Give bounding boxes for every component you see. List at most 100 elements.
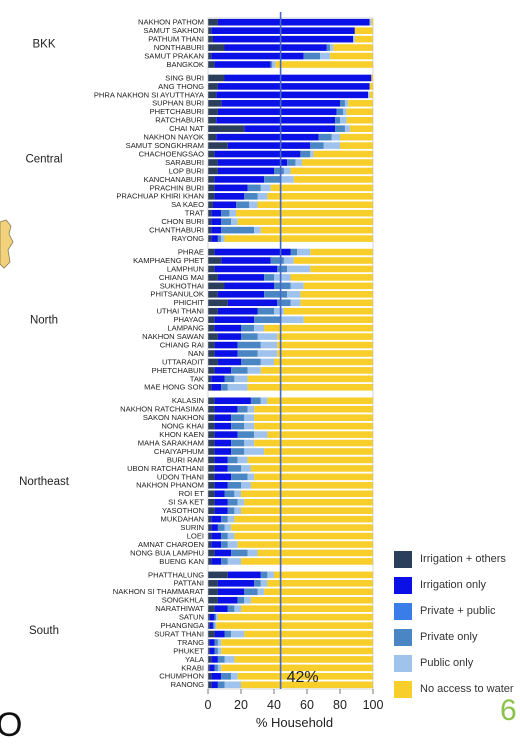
bar-segment [227, 605, 235, 612]
province-label: SAKON NAKHON [143, 413, 204, 422]
bar-segment [221, 226, 255, 234]
bar-segment [241, 558, 373, 565]
bar-segment [264, 274, 274, 281]
bar-segment [236, 201, 250, 209]
bar-segment [217, 580, 255, 587]
province-label: YALA [185, 655, 205, 664]
bar-segment [216, 622, 373, 629]
bar-segment [208, 248, 215, 256]
bar-segment [208, 456, 215, 464]
bar-segment [208, 133, 217, 141]
bar-segment [237, 341, 261, 349]
bar-segment [250, 596, 373, 604]
bar-segment [277, 350, 373, 357]
bar-segment [335, 116, 340, 124]
bottom-text-fragment: O [0, 706, 24, 744]
bar-segment [208, 167, 218, 175]
bar-segment [320, 52, 331, 60]
bar-segment [267, 571, 274, 579]
bar-segment [214, 422, 232, 430]
bar-segment [208, 74, 225, 82]
bar-segment [209, 664, 215, 672]
legend-item-private-only: Private only [394, 624, 520, 650]
bar-segment [241, 333, 258, 340]
province-label: NAKHON PATHOM [138, 18, 204, 27]
province-label: PHRAE [178, 247, 204, 256]
bar-segment [208, 439, 215, 447]
bar-segment [231, 414, 245, 421]
bar-segment [214, 184, 248, 192]
bar-segment [208, 125, 245, 132]
province-label: NONTHABURI [154, 43, 204, 52]
page-number: 6 [500, 694, 517, 727]
bar-segment [217, 18, 370, 26]
bar-segment [209, 647, 215, 655]
province-label: SUKHOTHAI [160, 281, 204, 290]
bar-segment [227, 507, 235, 514]
province-label: UTHAI THANI [156, 307, 204, 316]
province-label: MAE HONG SON [144, 383, 204, 392]
bar-segment [224, 375, 235, 383]
province-label: TAK [190, 374, 204, 383]
plot-frame [207, 17, 374, 690]
bar-segment [302, 159, 373, 166]
bar-segment [244, 448, 265, 455]
province-label: BUENG KAN [159, 557, 204, 566]
bar-segment [254, 316, 281, 323]
bar-segment [234, 656, 373, 663]
bar-segment [212, 35, 354, 43]
bar-segment [208, 507, 215, 514]
bar-segment [277, 299, 291, 307]
bar-segment [303, 52, 321, 60]
bar-segment [208, 52, 212, 60]
bar-segment [208, 673, 212, 680]
bar-segment [224, 74, 372, 82]
bar-segment [208, 27, 212, 34]
bar-segment [217, 613, 373, 621]
bar-segment [217, 588, 245, 596]
bar-segment [260, 358, 274, 366]
bar-segment [208, 681, 212, 689]
bar-segment [283, 167, 291, 175]
bar-segment [371, 18, 373, 26]
bar-segment [330, 44, 334, 51]
province-label: LAMPANG [167, 324, 204, 333]
province-label: SONGKHLA [162, 596, 205, 605]
province-label: ANG THONG [158, 82, 204, 91]
bar-segment [224, 235, 373, 242]
bar-segment [264, 324, 373, 332]
bar-segment [270, 61, 273, 68]
bar-segment [214, 448, 232, 455]
province-label: LOEI [187, 531, 204, 540]
bar-segment [335, 125, 345, 132]
bar-segment [237, 218, 373, 225]
bar-segment [264, 588, 373, 596]
bar-segment [354, 27, 373, 34]
bar-segment [208, 18, 218, 26]
bar-segment [227, 558, 241, 565]
bar-segment [260, 226, 373, 234]
bar-segment [264, 176, 281, 183]
province-label: RATCHABURI [155, 116, 204, 125]
province-label: SING BURI [165, 73, 204, 82]
bar-segment [280, 176, 294, 183]
bar-segment [280, 316, 304, 323]
bar-segment [208, 201, 213, 209]
bar-segment [217, 167, 274, 175]
bar-segment [221, 647, 373, 655]
province-label: NAKHON NAYOK [143, 133, 204, 142]
bar-segment [208, 541, 212, 548]
bar-segment [275, 61, 373, 68]
province-label: AMNAT CHAROEN [138, 540, 204, 549]
bar-segment [274, 274, 291, 281]
bar-segment [208, 176, 215, 183]
bar-segment [237, 350, 258, 357]
bar-segment [231, 448, 245, 455]
bar-segment [343, 108, 347, 116]
legend-swatch [394, 576, 412, 594]
bar-segment [244, 498, 373, 506]
bar-segment [297, 248, 311, 256]
province-label: SURIN [180, 523, 204, 532]
province-label: CHAI NAT [169, 124, 204, 133]
bar-segment [221, 558, 228, 565]
